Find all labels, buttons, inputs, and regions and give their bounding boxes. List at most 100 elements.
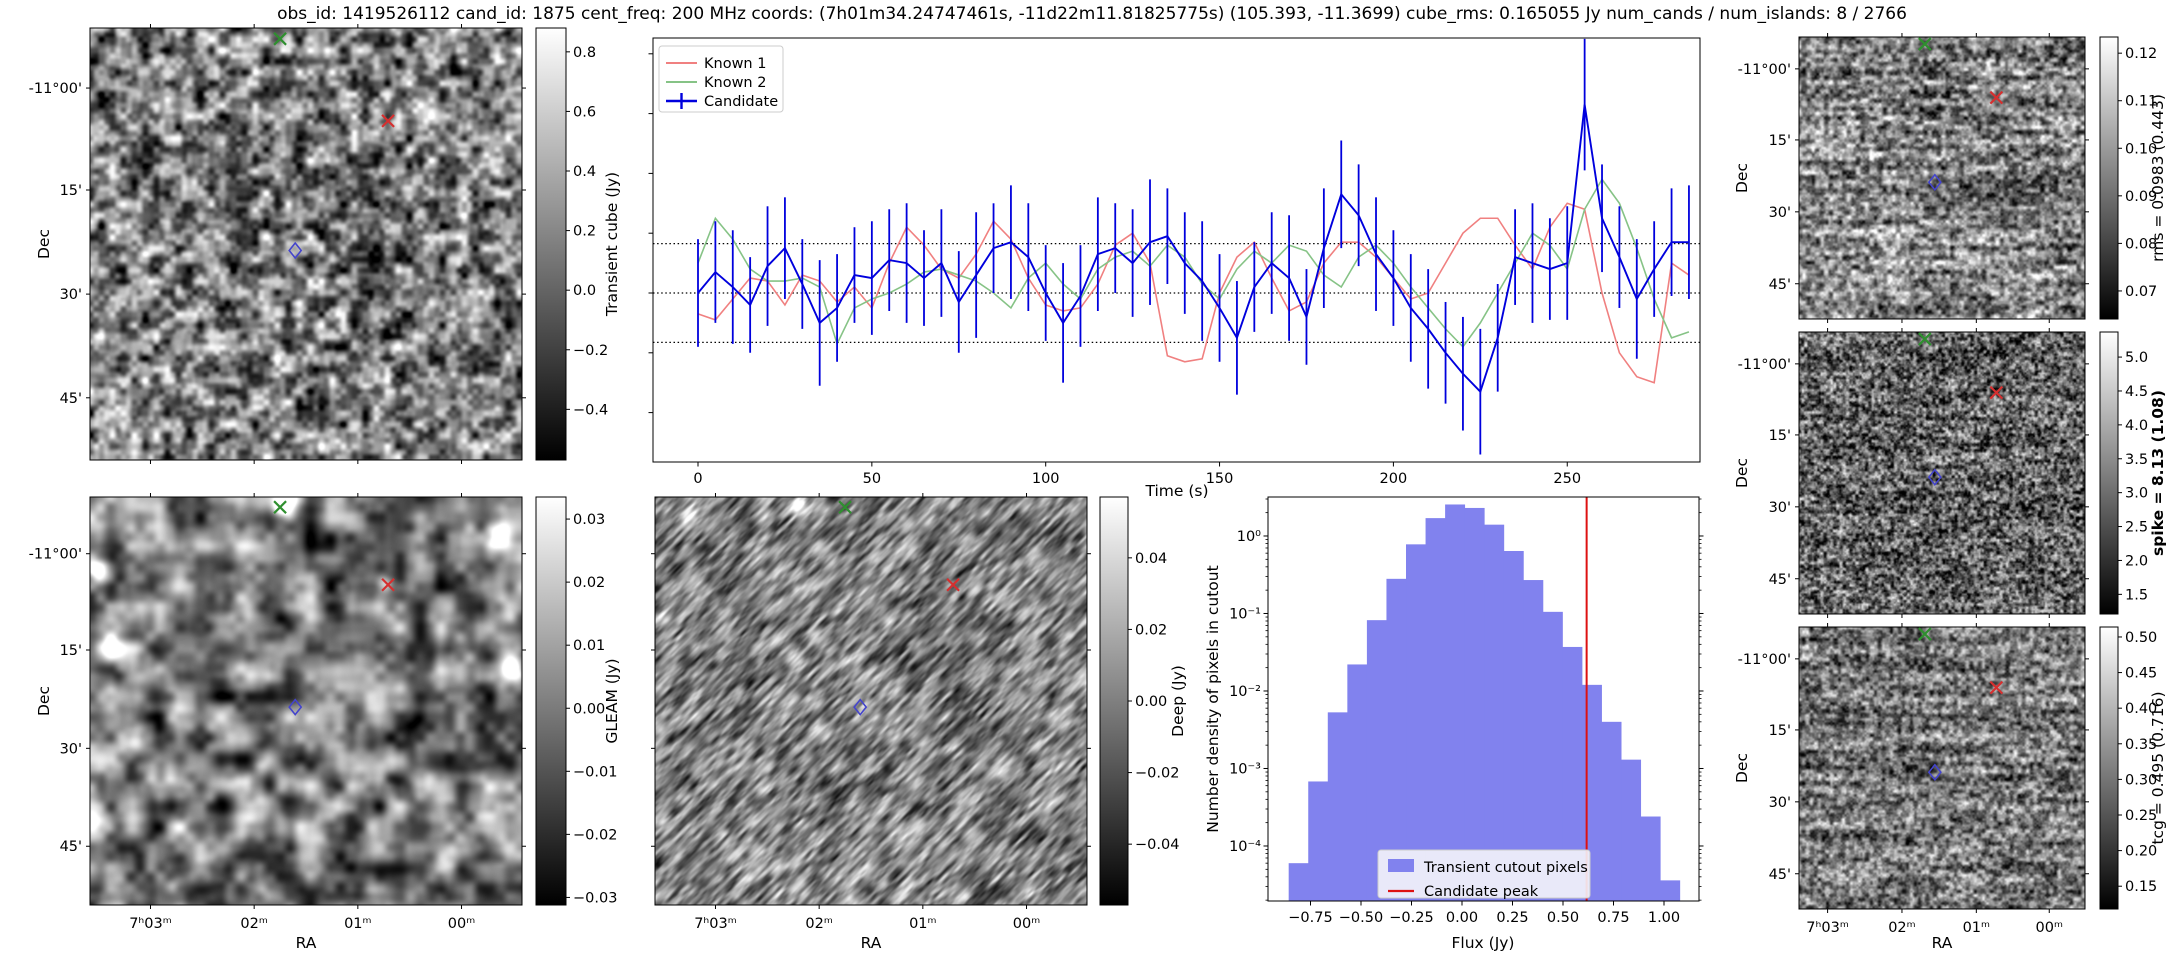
tcg-colorbar-tick-label: 0.50 [2125, 630, 2157, 646]
tcg-cutout-image [1799, 627, 2085, 909]
ra-tick-label: 7ʰ03ᵐ [694, 916, 737, 932]
lightcurve-legend-box [658, 45, 784, 113]
spike-colorbar-tick-label: 1.5 [2125, 587, 2148, 603]
deep-colorbar [1100, 497, 1128, 905]
histogram-ytick-label: 10⁻¹ [1229, 606, 1261, 622]
deep-colorbar-label: Deep (Jy) [1169, 665, 1187, 737]
dec-tick-label: 15' [1769, 133, 1791, 149]
gleam-cutout-image [90, 497, 522, 905]
figure-title: obs_id: 1419526112 cand_id: 1875 cent_fr… [277, 4, 1907, 24]
dec-axis-label-tcg: Dec [1733, 753, 1751, 783]
gleam-colorbar-tick-label: −0.02 [573, 827, 617, 843]
lightcurve-legend-known2-label: Known 2 [704, 75, 766, 91]
deep-colorbar-tick-label: −0.04 [1135, 837, 1179, 853]
lightcurve-legend-known1-label: Known 1 [704, 56, 766, 72]
gleam-colorbar-label: GLEAM (Jy) [603, 658, 621, 743]
transient-colorbar-tick-label: 0.6 [573, 104, 596, 120]
ra-tick-label: 02ᵐ [1888, 920, 1916, 936]
histogram-xtick-label: 0.50 [1547, 910, 1579, 926]
dec-axis-label-spike: Dec [1733, 458, 1751, 488]
histogram-bar [1445, 504, 1466, 901]
transient-cube-colorbar-label: Transient cube (Jy) [603, 172, 621, 317]
transient-cube-colorbar [536, 28, 566, 460]
ra-tick-label: 7ʰ03ᵐ [129, 916, 172, 932]
tcg-colorbar-tick-label: 0.25 [2125, 808, 2157, 824]
spike-colorbar-tick-label: 2.0 [2125, 553, 2148, 569]
ra-axis-label-tcg: RA [1932, 934, 1953, 952]
spike-colorbar-tick-label: 3.5 [2125, 452, 2148, 468]
deep-cutout-image [655, 497, 1087, 905]
ra-tick-label: 02ᵐ [805, 916, 833, 932]
dec-axis-label-transient: Dec [35, 229, 53, 259]
dec-tick-label: 45' [1769, 867, 1791, 883]
gleam-colorbar-tick-label: −0.03 [573, 890, 617, 906]
spike-colorbar-tick-label: 4.5 [2125, 384, 2148, 400]
gleam-colorbar-tick-label: 0.00 [573, 701, 605, 717]
legend-pixels-patch-icon [1388, 859, 1414, 872]
histogram-bar [1640, 816, 1661, 901]
transient-colorbar-tick-label: −0.2 [573, 343, 608, 359]
dec-tick-label: 30' [1769, 795, 1791, 811]
dec-tick-label: 45' [1769, 572, 1791, 588]
transient-colorbar-tick-label: 0.4 [573, 164, 596, 180]
dec-tick-label: 15' [60, 183, 82, 199]
histogram-bar [1601, 721, 1622, 901]
dec-tick-label: -11°00' [1738, 652, 1791, 668]
spike-cutout-image [1799, 332, 2085, 614]
known2-lightcurve-line [697, 177, 1690, 349]
histogram-bar [1581, 684, 1602, 901]
tcg-colorbar [2100, 627, 2118, 909]
gleam-colorbar-tick-label: 0.03 [573, 512, 605, 528]
tcg-colorbar-label: tcg = 0.495 (0.716) [2149, 691, 2167, 844]
deep-colorbar-tick-label: 0.00 [1135, 694, 1167, 710]
ra-axis-label-deep: RA [861, 934, 882, 952]
dec-tick-label: 15' [1769, 428, 1791, 444]
rms-colorbar-tick-label: 0.07 [2125, 284, 2157, 300]
lightcurve-legend-candidate-label: Candidate [704, 94, 778, 110]
dec-tick-label: 15' [60, 643, 82, 659]
tcg-colorbar-tick-label: 0.15 [2125, 879, 2157, 895]
gleam-colorbar-tick-label: 0.02 [573, 575, 605, 591]
transient-cube-cutout-image [90, 28, 522, 460]
histogram-bar [1308, 781, 1329, 901]
lightcurve-xlabel: Time (s) [1144, 482, 1208, 500]
rms-colorbar-tick-label: 0.09 [2125, 189, 2157, 205]
histogram-ytick-label: 10⁻² [1229, 684, 1261, 700]
tcg-colorbar-tick-label: 0.30 [2125, 772, 2157, 788]
histogram-xtick-label: 1.00 [1648, 910, 1680, 926]
histogram-bar [1327, 712, 1348, 901]
dec-tick-label: 15' [1769, 723, 1791, 739]
histogram-bar [1484, 524, 1505, 901]
dec-tick-label: -11°00' [1738, 357, 1791, 373]
dec-tick-label: 30' [1769, 500, 1791, 516]
histogram-ytick-label: 10⁰ [1237, 529, 1261, 545]
lightcurve-xtick-label: 250 [1553, 471, 1581, 487]
gleam-colorbar [536, 497, 566, 905]
deep-colorbar-tick-label: 0.04 [1135, 551, 1167, 567]
spike-colorbar-tick-label: 4.0 [2125, 418, 2148, 434]
ra-tick-label: 01ᵐ [1963, 920, 1991, 936]
histogram-bar [1366, 620, 1387, 901]
dec-tick-label: 45' [1769, 277, 1791, 293]
histogram-legend-box [1377, 849, 1591, 899]
histogram-bar [1523, 580, 1544, 901]
ra-tick-label: 7ʰ03ᵐ [1806, 920, 1849, 936]
lightcurve-xtick-label: 0 [693, 471, 702, 487]
histogram-panel-border [1267, 496, 1700, 902]
histogram-ylabel: Number density of pixels in cutout [1204, 565, 1222, 832]
lightcurve-xtick-label: 50 [863, 471, 881, 487]
gleam-colorbar-tick-label: 0.01 [573, 638, 605, 654]
histogram-ytick-label: 10⁻⁴ [1229, 839, 1261, 855]
rms-colorbar-tick-label: 0.12 [2125, 46, 2157, 62]
tcg-colorbar-tick-label: 0.45 [2125, 666, 2157, 682]
histogram-bar [1660, 880, 1681, 901]
transient-colorbar-tick-label: 0.8 [573, 45, 596, 61]
tcg-colorbar-tick-label: 0.35 [2125, 737, 2157, 753]
histogram-xtick-label: 0.25 [1496, 910, 1528, 926]
histogram-bar [1425, 518, 1446, 901]
ra-tick-label: 01ᵐ [909, 916, 937, 932]
rms-colorbar [2100, 37, 2118, 319]
ra-tick-label: 00ᵐ [1013, 916, 1041, 932]
histogram-bar [1406, 544, 1426, 901]
dec-tick-label: 30' [60, 741, 82, 757]
